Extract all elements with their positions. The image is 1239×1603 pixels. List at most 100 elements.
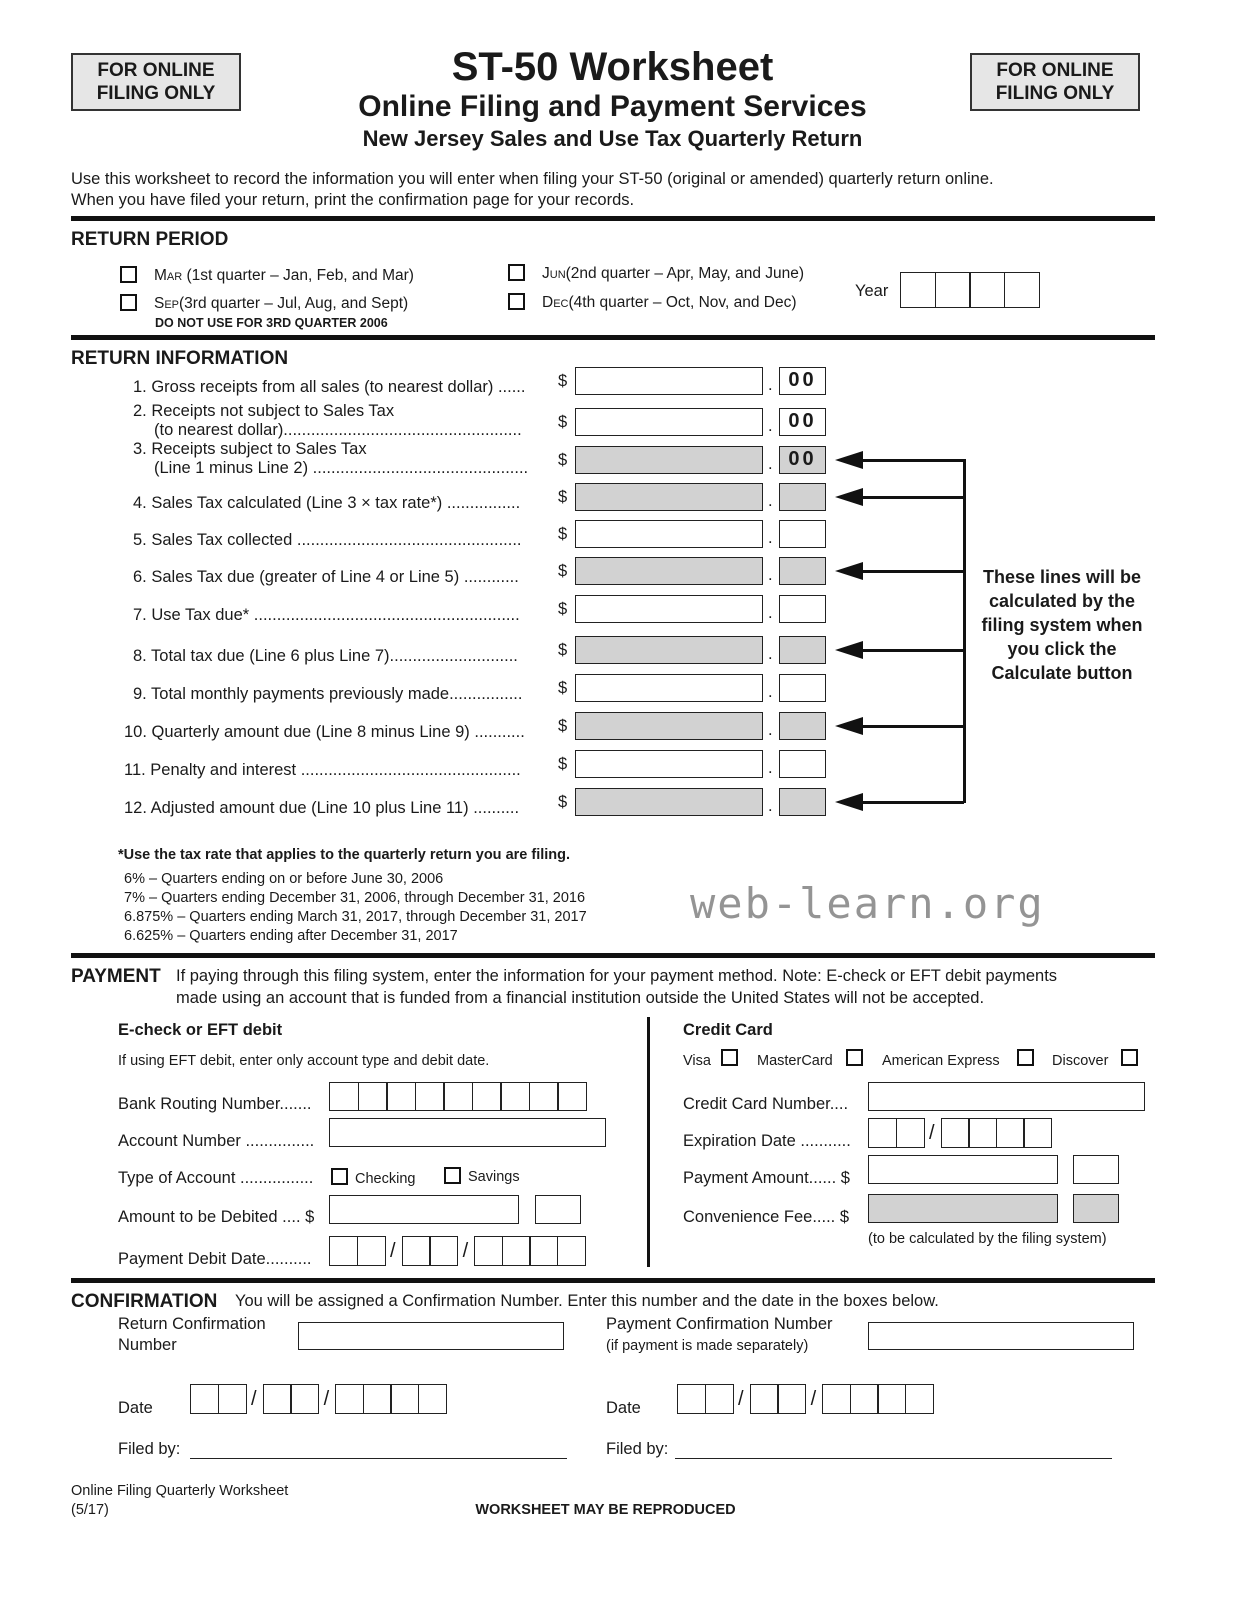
digit-box[interactable] (749, 1384, 779, 1414)
digit-box[interactable] (356, 1236, 386, 1266)
line-label: 7. Use Tax due* ........................… (133, 606, 520, 624)
digit-box[interactable] (995, 1118, 1025, 1148)
line-5-cents-input[interactable] (779, 520, 826, 548)
line-11-cents-input[interactable] (779, 750, 826, 778)
period-checkbox-sep[interactable] (120, 294, 137, 311)
digit-box[interactable] (777, 1384, 807, 1414)
payment-date-segment[interactable] (677, 1384, 734, 1414)
digit-box[interactable] (217, 1384, 247, 1414)
digit-box[interactable] (557, 1082, 587, 1111)
period-checkbox-dec[interactable] (508, 293, 525, 310)
dollar-sign: $ (558, 600, 568, 618)
payment-amount-cents-input[interactable] (1073, 1155, 1119, 1184)
digit-box[interactable] (362, 1384, 392, 1414)
digit-box[interactable] (401, 1236, 431, 1266)
column-divider (647, 1017, 650, 1267)
payment-date-input[interactable]: / / (677, 1384, 934, 1414)
digit-box[interactable] (474, 1236, 504, 1266)
digit-box[interactable] (529, 1236, 559, 1266)
return-date-segment[interactable] (262, 1384, 320, 1414)
digit-box[interactable] (677, 1384, 706, 1414)
digit-box[interactable] (262, 1384, 292, 1414)
checking-checkbox[interactable] (331, 1168, 348, 1185)
digit-box[interactable] (822, 1384, 852, 1414)
line-1-amount-input[interactable] (575, 367, 763, 395)
digit-box[interactable] (443, 1082, 473, 1111)
line-7-amount-input[interactable] (575, 595, 763, 623)
digit-box[interactable] (1023, 1118, 1053, 1148)
digit-box[interactable] (429, 1236, 459, 1266)
routing-number-input[interactable] (329, 1082, 587, 1111)
card-type-checkbox[interactable] (1017, 1049, 1034, 1066)
digit-box[interactable] (968, 1118, 998, 1148)
arrow-shaft (860, 800, 964, 804)
return-date-input[interactable]: / / (190, 1384, 447, 1414)
payment-filed-by-input[interactable] (675, 1442, 1112, 1459)
line-7-cents-input[interactable] (779, 595, 826, 623)
line-label: 1. Gross receipts from all sales (to nea… (133, 378, 526, 396)
debit-date-segment[interactable] (401, 1236, 459, 1266)
digit-box[interactable] (329, 1082, 359, 1111)
digit-box[interactable] (414, 1082, 445, 1111)
period-desc: (4th quarter – Oct, Nov, and Dec) (568, 294, 797, 311)
line-11-amount-input[interactable] (575, 750, 763, 778)
return-date-segment[interactable] (190, 1384, 247, 1414)
digit-box[interactable] (417, 1384, 447, 1414)
payment-confirmation-input[interactable] (868, 1322, 1134, 1350)
return-confirmation-input[interactable] (298, 1322, 564, 1350)
year-input[interactable] (900, 272, 1040, 308)
digit-box[interactable] (357, 1082, 388, 1111)
card-type-checkbox[interactable] (721, 1049, 738, 1066)
digit-box[interactable] (386, 1082, 416, 1111)
period-desc: (3rd quarter – Jul, Aug, and Sept) (179, 295, 409, 312)
payment-date-segment[interactable] (822, 1384, 934, 1414)
period-checkbox-mar[interactable] (120, 266, 137, 283)
line-2-cents-input: 00 (779, 408, 826, 436)
digit-box[interactable] (704, 1384, 734, 1414)
debit-date-segment[interactable] (474, 1236, 586, 1266)
dollar-sign: $ (558, 488, 568, 506)
payment-amount-input[interactable] (868, 1155, 1058, 1184)
debit-amount-cents-input[interactable] (535, 1195, 581, 1224)
period-checkbox-jun[interactable] (508, 264, 525, 281)
digit-box[interactable] (329, 1236, 358, 1266)
period-option-dec: Dec(4th quarter – Oct, Nov, and Dec) (542, 293, 797, 312)
debit-date-input[interactable]: / / (329, 1236, 586, 1266)
digit-box[interactable] (849, 1384, 879, 1414)
digit-box[interactable] (501, 1236, 531, 1266)
expiration-segment[interactable] (940, 1118, 1053, 1148)
return-filed-by-input[interactable] (190, 1442, 567, 1459)
debit-amount-input[interactable] (329, 1195, 519, 1224)
digit-box[interactable] (904, 1384, 934, 1414)
digit-box[interactable] (940, 1118, 970, 1148)
dollar-sign: $ (558, 525, 568, 543)
savings-checkbox[interactable] (444, 1167, 461, 1184)
card-type-checkbox[interactable] (1121, 1049, 1138, 1066)
digit-box[interactable] (556, 1236, 586, 1266)
digit-box[interactable] (895, 1118, 925, 1148)
digit-box[interactable] (335, 1384, 365, 1414)
line-9-amount-input[interactable] (575, 674, 763, 702)
digit-box[interactable] (528, 1082, 559, 1111)
debit-date-segment[interactable] (329, 1236, 386, 1266)
return-filed-by-label: Filed by: (118, 1440, 181, 1458)
digit-box[interactable] (471, 1082, 502, 1111)
line-2-amount-input[interactable] (575, 408, 763, 436)
line-5-amount-input[interactable] (575, 520, 763, 548)
expiration-date-input[interactable]: / (868, 1118, 1053, 1148)
digit-box[interactable] (877, 1384, 907, 1414)
digit-box[interactable] (290, 1384, 320, 1414)
card-type-checkbox[interactable] (846, 1049, 863, 1066)
return-date-segment[interactable] (335, 1384, 447, 1414)
digit-box[interactable] (190, 1384, 219, 1414)
digit-box[interactable] (390, 1384, 420, 1414)
line-9-cents-input[interactable] (779, 674, 826, 702)
account-number-input[interactable] (329, 1118, 606, 1147)
digit-box[interactable] (500, 1082, 530, 1111)
payment-date-segment[interactable] (749, 1384, 807, 1414)
digit-box[interactable] (868, 1118, 897, 1148)
period-abbr: Jun (542, 265, 566, 282)
card-number-input[interactable] (868, 1082, 1145, 1111)
expiration-segment[interactable] (868, 1118, 925, 1148)
